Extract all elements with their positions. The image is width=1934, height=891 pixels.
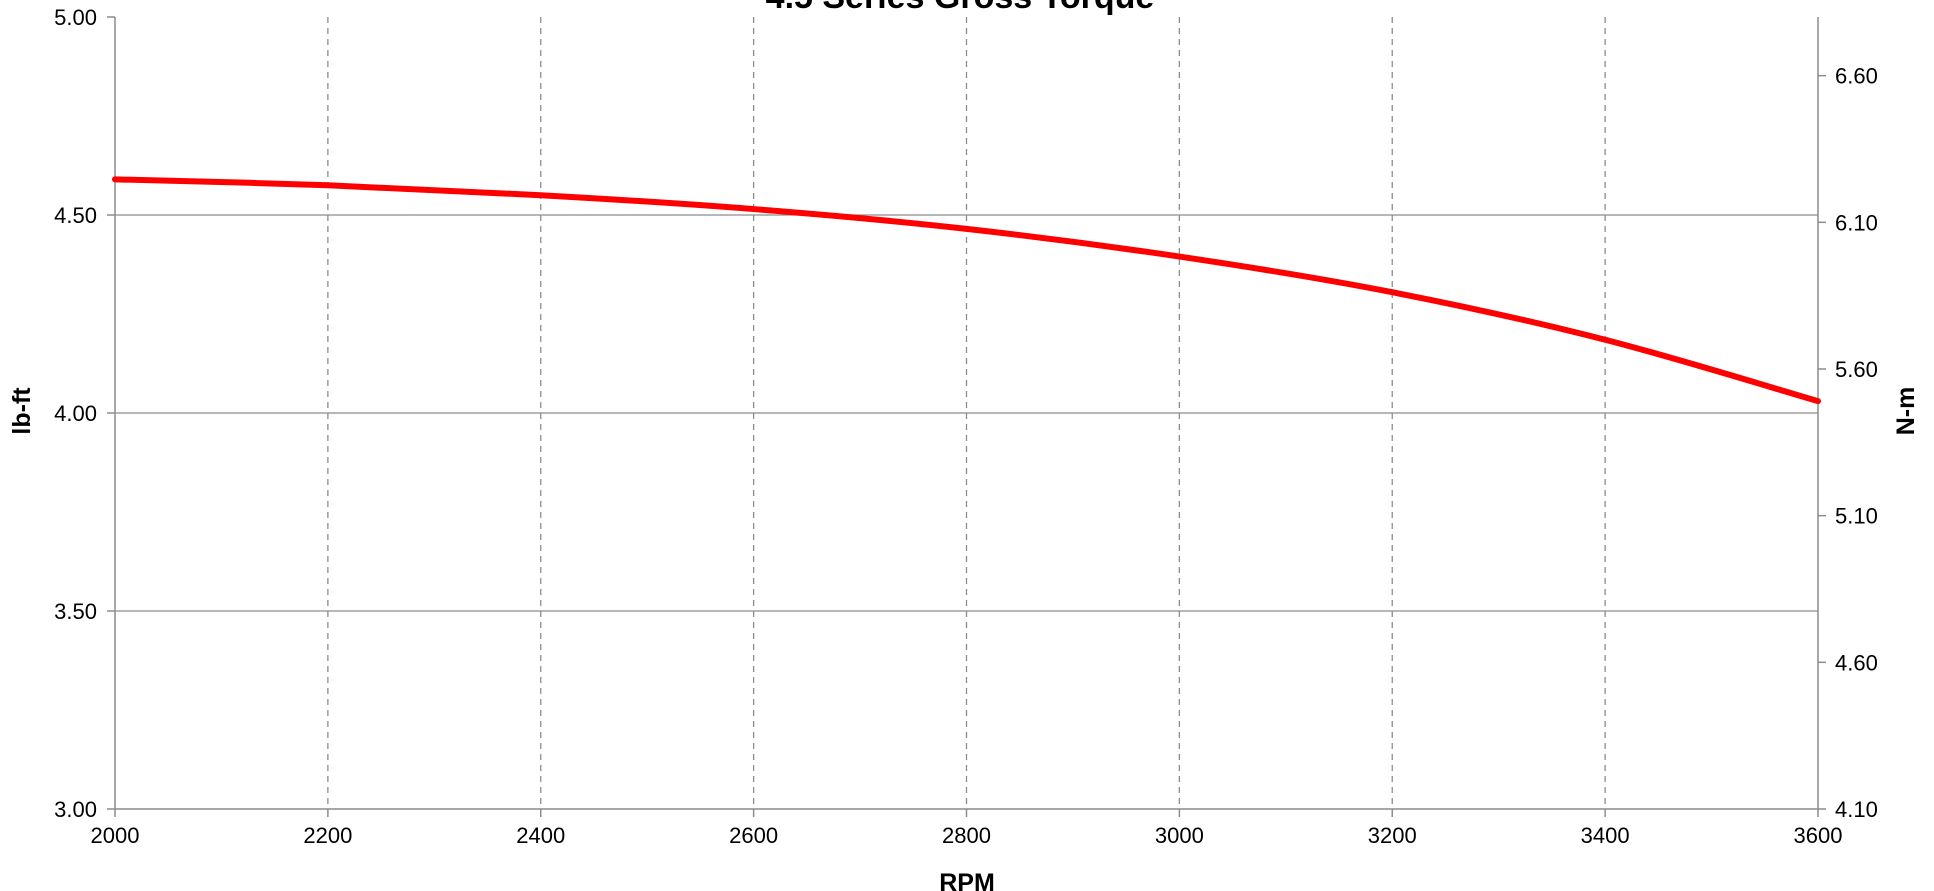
x-axis-title: RPM bbox=[939, 869, 995, 891]
x-tick-label: 2400 bbox=[516, 823, 565, 848]
y2-tick-label: 4.10 bbox=[1835, 797, 1878, 822]
x-tick-label: 3600 bbox=[1794, 823, 1843, 848]
y2-tick-label: 4.60 bbox=[1835, 650, 1878, 675]
y-tick-label: 4.50 bbox=[54, 203, 97, 228]
x-tick-label: 3200 bbox=[1368, 823, 1417, 848]
y-axis-title-right: N-m bbox=[1892, 387, 1920, 436]
x-tick-label: 2200 bbox=[303, 823, 352, 848]
x-tick-label: 2600 bbox=[729, 823, 778, 848]
y2-tick-label: 6.60 bbox=[1835, 64, 1878, 89]
y2-tick-label: 5.60 bbox=[1835, 357, 1878, 382]
y-tick-label: 4.00 bbox=[54, 401, 97, 426]
y-axis-title-left: lb-ft bbox=[8, 387, 36, 435]
y2-tick-label: 5.10 bbox=[1835, 504, 1878, 529]
x-tick-label: 2800 bbox=[942, 823, 991, 848]
y-tick-label: 5.00 bbox=[54, 5, 97, 30]
x-tick-label: 3400 bbox=[1581, 823, 1630, 848]
chart-title: 4.5 Series Gross Torque bbox=[766, 0, 1155, 16]
x-tick-label: 2000 bbox=[91, 823, 140, 848]
y-tick-label: 3.00 bbox=[54, 797, 97, 822]
y-tick-label: 3.50 bbox=[54, 599, 97, 624]
y2-tick-label: 6.10 bbox=[1835, 210, 1878, 235]
x-tick-label: 3000 bbox=[1155, 823, 1204, 848]
